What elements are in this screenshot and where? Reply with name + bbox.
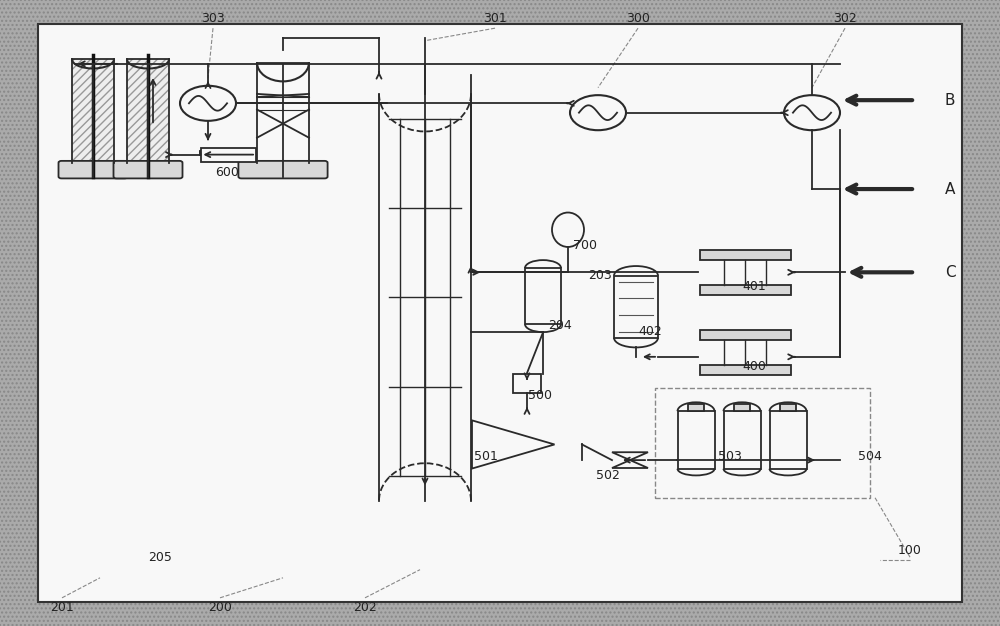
Bar — [655, 388, 870, 498]
Bar — [724, 411, 761, 469]
Bar — [678, 411, 714, 469]
Bar — [734, 404, 750, 411]
Bar — [0, 24, 38, 602]
Bar — [379, 94, 471, 501]
Text: B: B — [945, 93, 955, 108]
Bar — [200, 148, 256, 162]
Bar — [513, 374, 541, 393]
Text: 301: 301 — [483, 13, 507, 25]
Text: 400: 400 — [742, 360, 766, 372]
Polygon shape — [612, 452, 648, 460]
Bar — [0, 24, 38, 602]
Bar — [700, 250, 790, 260]
Text: 700: 700 — [573, 239, 597, 252]
Bar — [962, 24, 1000, 602]
Text: 303: 303 — [201, 13, 225, 25]
Bar — [770, 411, 807, 469]
Bar — [72, 59, 114, 163]
Text: 500: 500 — [528, 389, 552, 402]
Bar — [127, 59, 169, 163]
Text: 202: 202 — [353, 601, 377, 613]
Bar — [780, 404, 796, 411]
Text: 200: 200 — [208, 601, 232, 613]
FancyBboxPatch shape — [113, 161, 182, 178]
Polygon shape — [612, 460, 648, 468]
Bar — [257, 63, 309, 163]
Bar — [962, 24, 1000, 602]
Text: C: C — [945, 265, 955, 280]
Bar — [127, 59, 169, 163]
Text: 203: 203 — [588, 269, 612, 282]
Text: 402: 402 — [638, 326, 662, 338]
Bar — [0, 0, 1000, 24]
Text: 503: 503 — [718, 451, 742, 463]
Text: 201: 201 — [50, 601, 74, 613]
Polygon shape — [472, 421, 554, 468]
Text: 600: 600 — [215, 166, 239, 178]
Bar — [0, 602, 1000, 626]
Bar — [700, 365, 790, 375]
Bar — [688, 404, 704, 411]
Text: 205: 205 — [148, 551, 172, 563]
Text: 501: 501 — [474, 451, 498, 463]
Ellipse shape — [552, 213, 584, 247]
Circle shape — [570, 95, 626, 130]
Text: 204: 204 — [548, 319, 572, 332]
Text: 401: 401 — [742, 280, 766, 293]
Bar — [700, 330, 790, 340]
FancyBboxPatch shape — [58, 161, 128, 178]
Text: 504: 504 — [858, 451, 882, 463]
Bar — [0, 0, 1000, 24]
Text: 302: 302 — [833, 13, 857, 25]
Text: 300: 300 — [626, 13, 650, 25]
Circle shape — [180, 86, 236, 121]
Text: A: A — [945, 182, 955, 197]
Bar — [614, 275, 658, 338]
Bar — [72, 59, 114, 163]
Bar — [0, 602, 1000, 626]
FancyBboxPatch shape — [238, 161, 328, 178]
Text: 502: 502 — [596, 470, 620, 482]
Bar — [700, 285, 790, 295]
Bar — [525, 268, 561, 324]
Text: 100: 100 — [898, 545, 922, 557]
Circle shape — [784, 95, 840, 130]
